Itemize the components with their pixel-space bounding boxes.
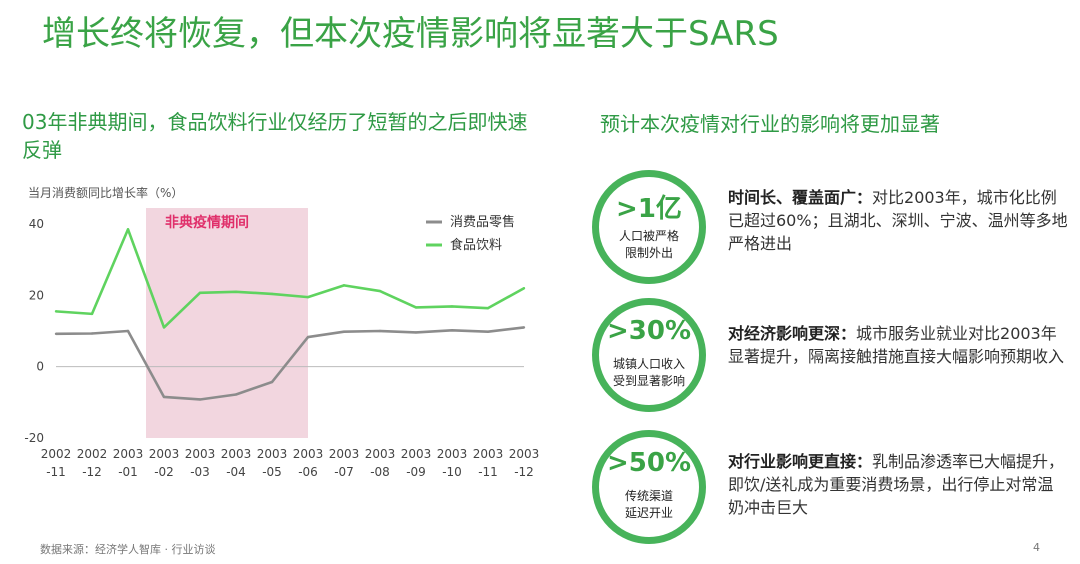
data-point: [90, 332, 94, 335]
data-point: [450, 305, 454, 308]
stat-value: >50%: [606, 448, 692, 478]
data-point: [234, 290, 238, 293]
x-tick-label-month: -05: [262, 465, 282, 479]
data-point: [414, 306, 418, 309]
x-tick-label-month: -03: [190, 465, 210, 479]
x-tick-label-month: -12: [514, 465, 534, 479]
data-point: [54, 332, 58, 336]
y-tick-label: -20: [24, 431, 44, 445]
x-tick-label-year: 2003: [437, 447, 468, 461]
stat-channels: >50% 传统渠道 延迟开业: [592, 430, 706, 544]
x-tick-label-year: 2003: [257, 447, 288, 461]
data-point: [522, 287, 526, 290]
y-tick-label: 40: [29, 217, 44, 231]
stat-description: 对经济影响更深：城市服务业就业对比2003年显著提升，隔离接触措施直接大幅影响预…: [728, 322, 1068, 368]
y-tick-label: 0: [36, 360, 44, 374]
data-point: [306, 295, 310, 299]
y-tick-label: 20: [29, 288, 44, 302]
highlight-band: [146, 208, 308, 438]
stat-description: 时间长、覆盖面广：对比2003年，城市化比例已超过60%；且湖北、深圳、宁波、温…: [728, 186, 1068, 255]
data-point: [162, 326, 166, 329]
x-tick-label-month: -01: [118, 465, 138, 479]
x-tick-label-year: 2003: [365, 447, 396, 461]
x-tick-label-month: -04: [226, 465, 246, 479]
legend-label: 消费品零售: [450, 214, 515, 230]
x-tick-label-year: 2003: [293, 447, 324, 461]
x-tick-label-year: 2003: [401, 447, 432, 461]
stat-description-text: 城市服务业就业对比2003年显著提升，隔离接触措施直接大幅影响预期收入: [728, 324, 1065, 366]
data-point: [126, 329, 130, 333]
x-tick-label-year: 2002: [41, 447, 72, 461]
data-point: [342, 284, 346, 287]
data-source-note: 数据来源：经济学人智库 · 行业访谈: [40, 543, 216, 556]
x-tick-label-year: 2003: [221, 447, 252, 461]
page-number: 4: [1033, 541, 1040, 554]
data-point: [378, 289, 382, 293]
line-chart: 非典疫情期间 当月消费额同比增长率（%） -20 0 20 40 2002 -11 2002 -1…: [24, 185, 540, 479]
data-point: [234, 393, 238, 396]
stat-ring: [592, 430, 706, 544]
series-line-retail: [55, 326, 525, 401]
x-tick-label-month: -08: [370, 465, 390, 479]
stat-description-bold: 对行业影响更直接：: [728, 452, 873, 471]
data-point: [522, 326, 526, 329]
data-point: [486, 330, 490, 333]
stat-value: >1亿: [616, 194, 682, 224]
stat-caption: 城镇人口收入 受到显著影响: [612, 357, 685, 388]
x-tick-label-year: 2003: [149, 447, 180, 461]
stat-description-bold: 时间长、覆盖面广：: [728, 188, 873, 207]
data-point: [270, 380, 274, 384]
data-point: [90, 312, 94, 316]
data-point: [198, 291, 202, 295]
x-tick-label-month: -06: [298, 465, 318, 479]
x-tick-label-month: -10: [442, 465, 462, 479]
stat-caption: 传统渠道 延迟开业: [624, 489, 673, 520]
x-tick-label-year: 2003: [185, 447, 216, 461]
legend-label: 食品饮料: [450, 237, 502, 253]
data-point: [162, 395, 166, 399]
right-panel-heading: 预计本次疫情对行业的影响将更加显著: [600, 112, 940, 136]
stat-description-text: 乳制品渗透率已大幅提升，即饮/送礼成为重要消费场景，出行停止对常温奶冲击巨大: [728, 452, 1065, 517]
x-tick-label-year: 2003: [113, 447, 144, 461]
stat-description: 对行业影响更直接：乳制品渗透率已大幅提升，即饮/送礼成为重要消费场景，出行停止对…: [728, 450, 1068, 519]
stat-caption: 人口被严格 限制外出: [618, 229, 679, 260]
x-tick-label-year: 2002: [77, 447, 108, 461]
left-panel-heading: 03年非典期间，食品饮料行业仅经历了短暂的之后即快速反弹: [22, 110, 528, 162]
data-point: [198, 398, 202, 401]
stat-population: >1亿 人口被严格 限制外出: [592, 170, 706, 284]
data-point: [270, 292, 274, 296]
x-tick-label-year: 2003: [473, 447, 504, 461]
data-point: [306, 335, 310, 339]
x-tick-label-month: -09: [406, 465, 426, 479]
y-axis-label: 当月消费额同比增长率（%）: [28, 185, 183, 200]
x-tick-label-month: -11: [46, 465, 66, 479]
data-point: [342, 330, 346, 333]
slide-title: 增长终将恢复，但本次疫情影响将显著大于SARS: [42, 14, 779, 54]
highlight-label: 非典疫情期间: [165, 214, 249, 231]
stat-ring: [592, 170, 706, 284]
x-tick-label-year: 2003: [329, 447, 360, 461]
stat-ring: [592, 298, 706, 412]
series-line-food-beverage: [55, 228, 525, 329]
data-point: [54, 310, 58, 313]
stat-value: >30%: [606, 316, 692, 346]
data-point: [126, 228, 130, 231]
data-point: [414, 331, 418, 334]
x-tick-label-month: -07: [334, 465, 354, 479]
data-point: [378, 329, 382, 333]
x-tick-label-month: -12: [82, 465, 102, 479]
x-tick-label-month: -02: [154, 465, 174, 479]
data-point: [450, 329, 454, 332]
stat-description-text: 对比2003年，城市化比例已超过60%；且湖北、深圳、宁波、温州等多地严格进出: [728, 188, 1068, 253]
x-tick-label-year: 2003: [509, 447, 540, 461]
stat-income: >30% 城镇人口收入 受到显著影响: [592, 298, 706, 412]
data-point: [486, 306, 490, 310]
stat-description-bold: 对经济影响更深：: [728, 324, 857, 343]
x-tick-label-month: -11: [478, 465, 498, 479]
